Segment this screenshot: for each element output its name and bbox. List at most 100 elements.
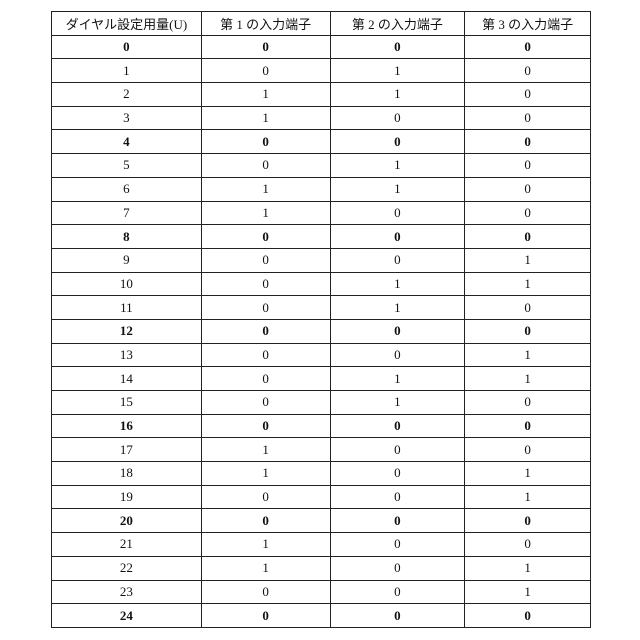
table-row: 2110 — [52, 83, 591, 107]
input-terminal-1-cell: 0 — [201, 59, 330, 83]
input-terminal-3-cell: 0 — [465, 604, 591, 628]
input-terminal-2-cell: 0 — [330, 485, 465, 509]
dial-dose-cell: 3 — [52, 106, 202, 130]
input-terminal-2-cell: 0 — [330, 225, 465, 249]
table-row: 9001 — [52, 248, 591, 272]
dial-dose-cell: 8 — [52, 225, 202, 249]
input-terminal-2-cell: 0 — [330, 580, 465, 604]
input-terminal-2-cell: 0 — [330, 201, 465, 225]
dial-dose-cell: 23 — [52, 580, 202, 604]
input-terminal-1-cell: 1 — [201, 556, 330, 580]
input-terminal-1-cell: 0 — [201, 485, 330, 509]
input-terminal-3-cell: 0 — [465, 225, 591, 249]
dial-dose-cell: 1 — [52, 59, 202, 83]
input-terminal-1-cell: 0 — [201, 509, 330, 533]
table-row: 11010 — [52, 296, 591, 320]
input-terminal-3-cell: 0 — [465, 438, 591, 462]
table-row: 16000 — [52, 414, 591, 438]
dial-dose-cell: 22 — [52, 556, 202, 580]
table-row: 0000 — [52, 35, 591, 59]
dial-dose-cell: 2 — [52, 83, 202, 107]
dial-dose-cell: 14 — [52, 367, 202, 391]
input-terminal-1-cell: 1 — [201, 533, 330, 557]
table-row: 4000 — [52, 130, 591, 154]
table-row: 15010 — [52, 391, 591, 415]
input-terminal-3-cell: 1 — [465, 462, 591, 486]
input-terminal-1-cell: 0 — [201, 319, 330, 343]
input-terminal-2-cell: 0 — [330, 106, 465, 130]
input-terminal-1-cell: 0 — [201, 154, 330, 178]
input-terminal-1-cell: 0 — [201, 414, 330, 438]
input-terminal-1-cell: 0 — [201, 580, 330, 604]
input-terminal-3-cell: 1 — [465, 343, 591, 367]
header-dial-dose: ダイヤル設定用量(U) — [52, 12, 202, 36]
dial-dose-cell: 21 — [52, 533, 202, 557]
input-terminal-1-cell: 1 — [201, 462, 330, 486]
input-terminal-1-cell: 0 — [201, 391, 330, 415]
input-terminal-2-cell: 0 — [330, 509, 465, 533]
input-terminal-3-cell: 0 — [465, 177, 591, 201]
input-terminal-1-cell: 1 — [201, 106, 330, 130]
input-terminal-3-cell: 0 — [465, 391, 591, 415]
dial-dose-cell: 0 — [52, 35, 202, 59]
input-terminal-2-cell: 1 — [330, 272, 465, 296]
input-terminal-2-cell: 1 — [330, 154, 465, 178]
dial-dose-cell: 15 — [52, 391, 202, 415]
table-row: 1010 — [52, 59, 591, 83]
table-row: 12000 — [52, 319, 591, 343]
table-row: 14011 — [52, 367, 591, 391]
table-row: 24000 — [52, 604, 591, 628]
input-terminal-1-cell: 0 — [201, 604, 330, 628]
input-terminal-1-cell: 1 — [201, 201, 330, 225]
table-row: 8000 — [52, 225, 591, 249]
table-row: 10011 — [52, 272, 591, 296]
dial-dose-cell: 5 — [52, 154, 202, 178]
dial-dose-cell: 4 — [52, 130, 202, 154]
dial-dose-cell: 19 — [52, 485, 202, 509]
input-terminal-3-cell: 1 — [465, 580, 591, 604]
input-terminal-1-cell: 0 — [201, 296, 330, 320]
dial-dose-cell: 7 — [52, 201, 202, 225]
input-terminal-2-cell: 0 — [330, 604, 465, 628]
input-terminal-1-cell: 1 — [201, 83, 330, 107]
input-terminal-2-cell: 0 — [330, 130, 465, 154]
table-row: 3100 — [52, 106, 591, 130]
input-terminal-1-cell: 0 — [201, 272, 330, 296]
input-terminal-2-cell: 1 — [330, 59, 465, 83]
header-row: ダイヤル設定用量(U) 第 1 の入力端子 第 2 の入力端子 第 3 の入力端… — [52, 12, 591, 36]
input-terminal-3-cell: 0 — [465, 509, 591, 533]
input-terminal-1-cell: 0 — [201, 248, 330, 272]
input-terminal-3-cell: 0 — [465, 319, 591, 343]
input-terminal-1-cell: 0 — [201, 35, 330, 59]
dial-dose-cell: 17 — [52, 438, 202, 462]
table-row: 22101 — [52, 556, 591, 580]
input-terminal-3-cell: 0 — [465, 130, 591, 154]
dial-dose-cell: 16 — [52, 414, 202, 438]
input-terminal-1-cell: 0 — [201, 130, 330, 154]
input-terminal-3-cell: 0 — [465, 414, 591, 438]
dial-dose-cell: 9 — [52, 248, 202, 272]
input-terminal-2-cell: 0 — [330, 556, 465, 580]
input-terminal-2-cell: 1 — [330, 391, 465, 415]
dial-dose-cell: 24 — [52, 604, 202, 628]
table-row: 7100 — [52, 201, 591, 225]
input-terminal-3-cell: 1 — [465, 556, 591, 580]
input-terminal-3-cell: 0 — [465, 35, 591, 59]
dial-dose-cell: 18 — [52, 462, 202, 486]
input-terminal-1-cell: 0 — [201, 225, 330, 249]
table-row: 5010 — [52, 154, 591, 178]
input-terminal-3-cell: 0 — [465, 106, 591, 130]
header-input-terminal-3: 第 3 の入力端子 — [465, 12, 591, 36]
input-terminal-1-cell: 1 — [201, 177, 330, 201]
input-terminal-3-cell: 1 — [465, 485, 591, 509]
input-terminal-3-cell: 0 — [465, 154, 591, 178]
input-terminal-2-cell: 1 — [330, 177, 465, 201]
input-terminal-2-cell: 0 — [330, 414, 465, 438]
input-terminal-3-cell: 0 — [465, 83, 591, 107]
input-terminal-2-cell: 0 — [330, 533, 465, 557]
input-terminal-2-cell: 0 — [330, 438, 465, 462]
table-row: 21100 — [52, 533, 591, 557]
input-terminal-3-cell: 0 — [465, 296, 591, 320]
table-row: 20000 — [52, 509, 591, 533]
dial-dose-cell: 6 — [52, 177, 202, 201]
